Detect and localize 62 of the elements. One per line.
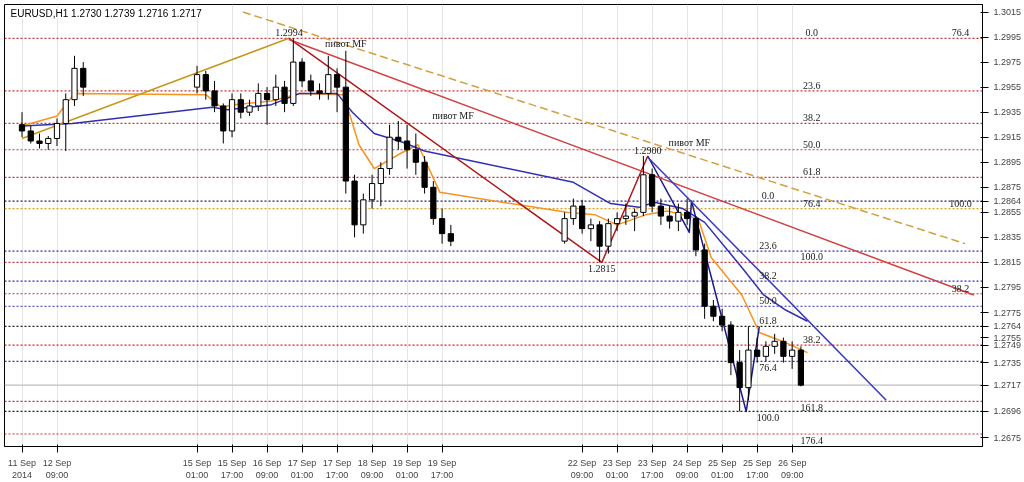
x-tick-label: 19 Sep 01:00 — [392, 457, 422, 480]
y-tick-label: 1.2835 — [993, 232, 1022, 243]
annotation: 23.6 — [803, 79, 821, 91]
annotation: пивот MF — [432, 110, 475, 122]
x-tick-label: 12 Sep 09:00 — [42, 457, 72, 480]
y-tick-label: 1.2995 — [993, 32, 1022, 43]
annotation: 100.0 — [800, 251, 824, 263]
y-tick-label: 1.2795 — [993, 282, 1022, 293]
x-tick-label: 11 Sep 2014 — [8, 457, 36, 480]
y-tick-label: 1.2749 — [993, 340, 1022, 351]
y-tick-label: 1.2855 — [993, 207, 1022, 218]
y-tick-label: 1.2675 — [993, 432, 1022, 443]
y-tick-label: 1.2735 — [993, 357, 1022, 368]
annotation: 0.0 — [761, 190, 775, 202]
annotation: 76.4 — [759, 362, 777, 374]
y-tick-label: 1.2764 — [993, 321, 1022, 332]
annotation: 50.0 — [803, 138, 821, 150]
y-tick-label: 1.2935 — [993, 107, 1022, 118]
x-tick-label: 19 Sep 17:00 — [427, 457, 457, 480]
x-tick-label: 18 Sep 09:00 — [357, 457, 387, 480]
y-tick-label: 1.2775 — [993, 307, 1022, 318]
y-tick-label: 1.2717 — [993, 380, 1022, 391]
y-tick-label: 1.2815 — [993, 257, 1022, 268]
x-tick-label: 26 Sep 09:00 — [777, 457, 807, 480]
annotation: 100.0 — [756, 412, 780, 424]
y-tick-label: 1.2755 — [993, 332, 1022, 343]
x-tick-label: 25 Sep 17:00 — [742, 457, 772, 480]
annotation: 61.8 — [759, 315, 777, 327]
y-tick-label: 1.2915 — [993, 132, 1022, 143]
annotation: 1.2994 — [275, 27, 303, 39]
x-tick-label: 24 Sep 09:00 — [672, 457, 702, 480]
annotation: 76.4 — [951, 27, 970, 39]
annotation: 1.2815 — [588, 263, 616, 275]
annotation: 1.2900 — [634, 145, 662, 157]
annotation: 76.4 — [803, 197, 821, 209]
chart-title: EURUSD,H1 1.2730 1.2739 1.2716 1.2717 — [10, 7, 203, 19]
annotation: 100.0 — [949, 197, 972, 209]
annotation: 38.2 — [803, 112, 821, 124]
y-tick-label: 1.2975 — [993, 57, 1022, 68]
annotation: пивот MF — [325, 37, 368, 49]
x-tick-label: 15 Sep 17:00 — [217, 457, 247, 480]
x-tick-label: 22 Sep 09:00 — [567, 457, 597, 480]
y-tick-label: 1.2696 — [993, 406, 1022, 417]
x-tick-label: 23 Sep 17:00 — [637, 457, 667, 480]
y-tick-label: 1.3015 — [993, 7, 1022, 18]
annotation: 38.2 — [803, 334, 821, 346]
annotation: 61.8 — [803, 166, 821, 178]
y-tick-label: 1.2895 — [993, 157, 1022, 168]
annotation: пивот MF — [668, 136, 711, 148]
x-tick-label: 15 Sep 01:00 — [182, 457, 212, 480]
annotation: 161.8 — [800, 402, 824, 414]
x-tick-label: 16 Sep 09:00 — [252, 457, 282, 480]
x-tick-label: 17 Sep 01:00 — [287, 457, 317, 480]
y-tick-label: 1.2955 — [993, 82, 1022, 93]
y-tick-label: 1.2875 — [993, 182, 1022, 193]
x-tick-label: 23 Sep 01:00 — [602, 457, 632, 480]
y-tick-label: 1.2864 — [993, 196, 1022, 207]
annotation: 23.6 — [759, 240, 777, 252]
x-tick-label: 25 Sep 01:00 — [707, 457, 737, 480]
annotation: 0.0 — [805, 27, 819, 39]
x-tick-label: 17 Sep 17:00 — [322, 457, 352, 480]
annotation: 176.4 — [800, 434, 824, 446]
